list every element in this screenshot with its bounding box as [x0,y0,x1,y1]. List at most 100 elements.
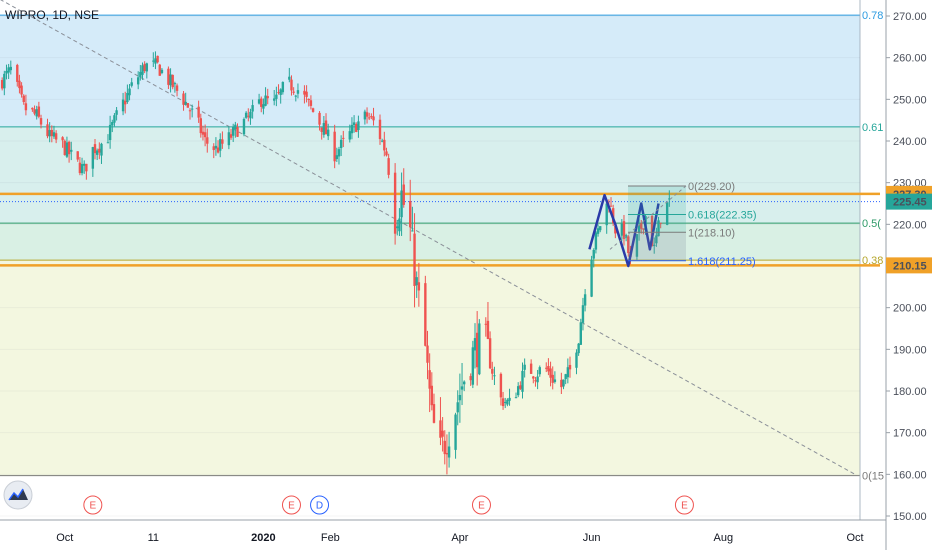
candle-up[interactable] [411,206,414,232]
candle-up[interactable] [111,119,114,133]
candle-down[interactable] [383,131,386,157]
candle-down[interactable] [182,90,185,111]
earnings-marker[interactable]: E [281,495,301,515]
candle-up[interactable] [396,219,399,236]
candle-up[interactable] [471,340,475,389]
candle-down[interactable] [309,95,313,110]
candle-up[interactable] [322,115,326,138]
candle-down[interactable] [324,113,328,135]
candle-down[interactable] [491,361,494,380]
candle-down[interactable] [545,362,548,373]
candle-up[interactable] [577,342,580,356]
candle-up[interactable] [70,141,73,161]
candle-down[interactable] [443,430,446,465]
candle-down[interactable] [292,87,295,95]
candle-down[interactable] [0,77,4,91]
candle-up[interactable] [350,117,354,140]
candle-down[interactable] [365,107,369,124]
candle-down[interactable] [499,372,503,406]
candle-up[interactable] [231,123,235,142]
candle-down[interactable] [143,61,146,74]
candle-down[interactable] [428,353,431,413]
candle-down[interactable] [568,356,572,378]
candle-up[interactable] [264,87,267,107]
candle-up[interactable] [152,52,155,67]
candle-up[interactable] [52,125,56,139]
candle-down[interactable] [475,311,479,386]
candle-down[interactable] [67,140,71,163]
candle-up[interactable] [296,83,300,99]
candle-down[interactable] [290,75,293,96]
candle-up[interactable] [398,208,401,236]
candle-up[interactable] [357,115,360,138]
candle-up[interactable] [514,392,518,399]
candle-down[interactable] [432,393,436,424]
candle-down[interactable] [37,101,41,119]
candle-up[interactable] [637,218,641,241]
candle-down[interactable] [93,138,97,160]
candle-up[interactable] [154,51,157,70]
candle-up[interactable] [227,125,231,150]
candle-down[interactable] [368,112,371,121]
candle-down[interactable] [417,262,421,307]
candle-up[interactable] [447,431,451,468]
candle-up[interactable] [564,373,567,385]
candle-down[interactable] [39,114,43,129]
candle-up[interactable] [95,148,99,161]
candle-down[interactable] [469,373,472,386]
candle-up[interactable] [279,88,282,104]
candle-up[interactable] [128,84,131,101]
candle-up[interactable] [80,157,84,176]
candle-up[interactable] [653,237,656,254]
candle-down[interactable] [156,55,159,64]
candle-down[interactable] [236,123,239,138]
candle-up[interactable] [596,224,600,237]
candle-down[interactable] [355,122,358,133]
candle-down[interactable] [305,85,308,103]
candle-down[interactable] [385,147,388,157]
candle-up[interactable] [35,105,38,120]
candle-up[interactable] [463,380,466,392]
candle-up[interactable] [48,122,51,143]
candle-up[interactable] [108,115,112,149]
candle-down[interactable] [486,302,490,340]
candle-down[interactable] [303,85,306,104]
candle-up[interactable] [173,81,177,93]
candle-up[interactable] [504,397,507,409]
candle-up[interactable] [516,382,520,398]
candle-up[interactable] [184,92,187,106]
candle-down[interactable] [199,113,202,138]
candle-down[interactable] [33,105,36,116]
candle-up[interactable] [458,373,462,423]
candle-down[interactable] [501,391,505,410]
candle-down[interactable] [318,111,321,131]
candle-up[interactable] [251,99,254,119]
candle-up[interactable] [115,107,118,121]
candle-up[interactable] [275,86,278,107]
candle-up[interactable] [100,142,103,164]
candle-up[interactable] [454,412,457,459]
price-level-tag[interactable]: 210.15 [886,257,932,274]
candle-down[interactable] [124,91,127,114]
candle-down[interactable] [31,107,34,112]
candle-down[interactable] [426,330,429,380]
candle-up[interactable] [523,358,526,378]
candle-up[interactable] [145,62,149,79]
candle-down[interactable] [175,83,179,97]
earnings-marker[interactable]: E [471,495,491,515]
candle-down[interactable] [424,275,427,347]
candle-down[interactable] [320,127,323,140]
candle-down[interactable] [188,108,192,120]
candle-up[interactable] [508,388,511,406]
candle-down[interactable] [342,130,345,148]
candle-up[interactable] [219,133,222,158]
earnings-marker[interactable]: E [674,495,694,515]
candle-down[interactable] [266,88,269,105]
candle-down[interactable] [247,108,250,122]
candle-up[interactable] [288,67,291,83]
candle-down[interactable] [307,98,310,107]
candle-down[interactable] [387,153,390,179]
candle-up[interactable] [91,146,95,177]
candle-up[interactable] [655,227,658,247]
candle-down[interactable] [197,100,200,123]
